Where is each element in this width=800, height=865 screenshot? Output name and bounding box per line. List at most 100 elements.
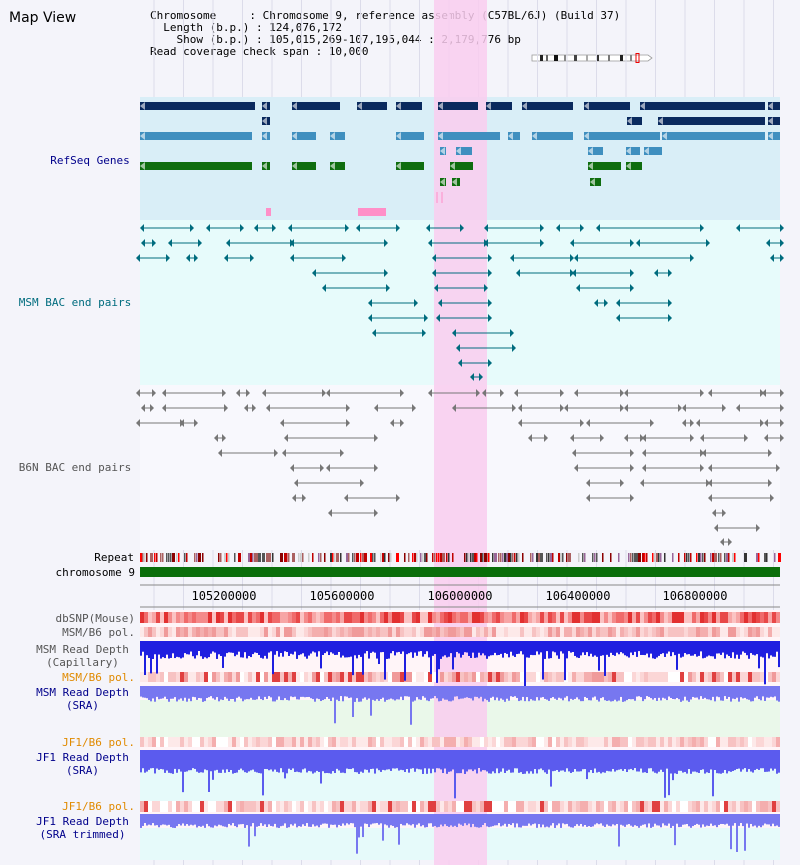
jf1-sra-depth-bar	[210, 750, 212, 772]
msm-bac-pair-end	[198, 239, 202, 247]
jf1-sra-depth-bar	[202, 750, 204, 773]
track-label-msm-bac[interactable]: MSM BAC end pairs	[18, 296, 132, 309]
repeat-element	[234, 553, 236, 562]
msm-capillary-depth-bar	[518, 641, 520, 654]
msm-capillary-depth-bar	[248, 641, 250, 656]
msm-sra-depth-bar	[598, 686, 600, 702]
msm-capillary-depth-bar	[524, 641, 526, 689]
jf1-sra-depth-bar	[226, 750, 228, 770]
msm-sra-depth-bar	[230, 686, 232, 700]
msm-sra-depth-bar	[428, 686, 430, 702]
msm-b6-pol-cell	[692, 627, 696, 637]
jf1-trim-depth-bar	[294, 814, 296, 824]
jf1-trim-depth-bar	[326, 814, 328, 824]
msm-b6-pol-cell	[636, 627, 640, 637]
msm-sra-depth-bar	[648, 686, 650, 697]
track-label-jf1-depth-sra[interactable]: JF1 Read Depth (SRA)	[20, 751, 145, 777]
msm-bac-pair-end	[668, 314, 672, 322]
repeat-element	[516, 553, 518, 562]
msm-b6-pol-cell	[552, 627, 556, 637]
msm-capillary-depth-bar	[660, 641, 662, 655]
jf1-trim-depth-bar	[396, 814, 398, 828]
jf1-sra-depth-bar	[150, 750, 152, 769]
jf1-b6-pol-cell	[464, 801, 468, 812]
jf1-b6-pol-cell	[632, 801, 636, 812]
jf1-sra-depth-bar	[688, 750, 690, 770]
jf1-sra-depth-bar	[658, 750, 660, 772]
msm-capillary-depth-bar	[496, 641, 498, 656]
msm-bac-pair-end	[290, 239, 294, 247]
dbsnp-cell	[172, 612, 176, 623]
jf1-sra-depth-bar	[186, 750, 188, 772]
jf1-b6-pol-cell	[280, 737, 284, 747]
track-label-refseq[interactable]: RefSeq Genes	[50, 154, 130, 167]
msm-b6-pol-cell	[692, 672, 696, 682]
gene-strand-arrow	[262, 102, 267, 110]
gene-strand-arrow	[532, 132, 537, 140]
dbsnp-cell	[704, 612, 708, 623]
track-label-chromosome[interactable]: chromosome 9	[55, 566, 135, 579]
track-label-repeat[interactable]: Repeat	[94, 551, 134, 564]
jf1-sra-depth-bar	[342, 750, 344, 773]
chromosome-ideogram[interactable]	[530, 53, 654, 63]
track-label-dbsnp[interactable]: dbSNP(Mouse)	[55, 612, 135, 625]
msm-b6-pol-cell	[140, 672, 144, 682]
track-label-jf1-b6-pol[interactable]: JF1/B6 pol.	[62, 736, 135, 749]
jf1-b6-pol-cell	[488, 801, 492, 812]
track-label-msm-depth-capillary[interactable]: MSM Read Depth (Capillary)	[20, 643, 145, 669]
gene-strand-arrow	[440, 178, 445, 186]
msm-capillary-depth-bar	[346, 641, 348, 658]
jf1-sra-depth-bar	[258, 750, 260, 774]
jf1-sra-depth-bar	[248, 750, 250, 772]
dbsnp-cell	[768, 612, 772, 623]
track-label-jf1-depth-trimmed[interactable]: JF1 Read Depth (SRA trimmed)	[20, 815, 145, 841]
jf1-sra-depth-bar	[488, 750, 490, 774]
repeat-element	[390, 553, 392, 562]
track-label-b6n-bac[interactable]: B6N BAC end pairs	[18, 461, 132, 474]
msm-bac-pair-end	[224, 254, 228, 262]
msm-sra-depth-bar	[758, 686, 760, 700]
dbsnp-cell	[436, 612, 440, 623]
jf1-sra-depth-bar	[384, 750, 386, 771]
msm-bac-pair-end	[345, 224, 349, 232]
repeat-element	[196, 553, 198, 562]
jf1-sra-depth-bar	[700, 750, 702, 770]
jf1-sra-depth-bar	[440, 750, 442, 770]
track-label-msm-depth-sra[interactable]: MSM Read Depth (SRA)	[20, 686, 145, 712]
repeat-element	[372, 553, 374, 562]
msm-b6-pol-cell	[408, 627, 412, 637]
jf1-sra-depth-bar	[674, 750, 676, 774]
dbsnp-cell	[724, 612, 728, 623]
jf1-sra-depth-bar	[718, 750, 720, 774]
dbsnp-cell	[700, 612, 704, 623]
msm-capillary-depth-bar	[494, 641, 496, 653]
msm-b6-pol-cell	[652, 627, 656, 637]
jf1-b6-pol-cell	[624, 801, 628, 812]
jf1-sra-depth-bar	[776, 750, 778, 774]
repeat-element	[634, 553, 637, 562]
jf1-sra-depth-bar	[174, 750, 176, 769]
msm-sra-depth-bar	[142, 686, 144, 698]
msm-b6-pol-cell	[748, 672, 752, 682]
msm-sra-depth-bar	[556, 686, 558, 700]
msm-b6-pol-cell	[152, 627, 156, 637]
track-label-msm-b6-pol[interactable]: MSM/B6 pol.	[62, 626, 135, 639]
repeat-element	[324, 553, 326, 562]
msm-b6-pol-cell	[312, 627, 316, 637]
jf1-trim-depth-bar	[402, 814, 404, 826]
msm-b6-pol-cell	[708, 672, 712, 682]
msm-b6-pol-cell	[156, 672, 160, 682]
msm-capillary-depth-bar	[626, 641, 628, 657]
msm-b6-pol-cell	[188, 627, 192, 637]
msm-capillary-depth-bar	[426, 641, 428, 652]
track-label-jf1-b6-pol-2[interactable]: JF1/B6 pol.	[62, 800, 135, 813]
msm-b6-pol-cell	[380, 627, 384, 637]
msm-b6-pol-cell	[672, 672, 676, 682]
dbsnp-cell	[296, 612, 300, 623]
jf1-sra-depth-bar	[140, 750, 142, 773]
jf1-trim-depth-bar	[514, 814, 516, 828]
track-label-msm-b6-pol-2[interactable]: MSM/B6 pol.	[62, 671, 135, 684]
jf1-trim-depth-bar	[736, 814, 738, 852]
msm-b6-pol-cell	[336, 672, 340, 682]
